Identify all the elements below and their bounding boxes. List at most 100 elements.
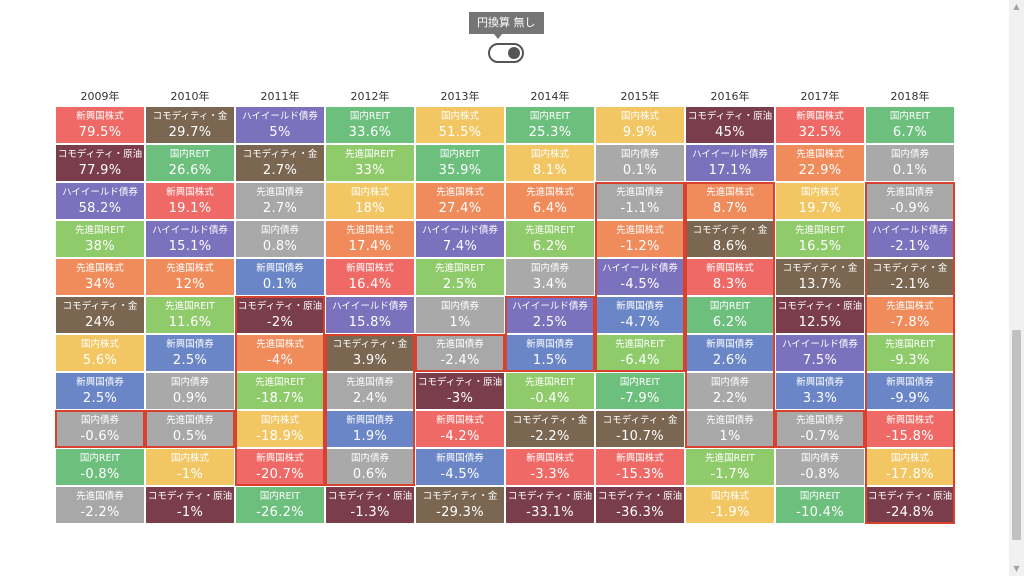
return-value: 8.1% <box>532 163 568 178</box>
asset-name: 新興国債券 <box>526 339 574 350</box>
return-value: -29.3% <box>436 505 484 520</box>
asset-name: 国内REIT <box>889 111 931 122</box>
return-cell: コモディティ・原油 -36.3% <box>596 487 684 523</box>
return-cell: ハイイールド債券 15.8% <box>326 297 414 333</box>
asset-name: 国内株式 <box>350 187 389 198</box>
asset-name: 国内債券 <box>620 149 659 160</box>
asset-name: 先進国債券 <box>436 339 484 350</box>
asset-name: コモディティ・金 <box>692 225 768 236</box>
return-cell: 先進国株式 -1.2% <box>596 221 684 257</box>
year-header: 2013年 <box>440 90 480 103</box>
return-value: -1.7% <box>710 467 750 482</box>
return-cell: 先進国REIT 38% <box>56 221 144 257</box>
asset-name: 先進国債券 <box>796 415 844 426</box>
return-cell: 国内債券 3.4% <box>506 259 594 295</box>
scroll-down-icon[interactable]: ▼ <box>1013 564 1020 573</box>
return-cell: 新興国債券 -9.9% <box>866 373 954 409</box>
return-value: 12% <box>175 277 205 292</box>
return-value: 16.5% <box>798 239 842 254</box>
asset-name: 先進国株式 <box>436 187 484 198</box>
asset-name: 国内株式 <box>710 491 749 502</box>
return-value: -2.2% <box>530 429 570 444</box>
asset-name: ハイイールド債券 <box>332 301 408 312</box>
return-cell: 国内株式 18% <box>326 183 414 219</box>
return-value: -33.1% <box>526 505 574 520</box>
return-cell: 国内REIT 6.7% <box>866 107 954 143</box>
return-value: 24% <box>85 315 115 330</box>
asset-name: 国内REIT <box>529 111 571 122</box>
return-value: 11.6% <box>168 315 212 330</box>
return-value: 3.4% <box>532 277 568 292</box>
return-cell: コモディティ・原油 -3% <box>416 373 504 409</box>
asset-name: 新興国株式 <box>76 111 124 122</box>
scroll-up-icon[interactable]: ▲ <box>1013 2 1020 11</box>
return-value: 19.1% <box>168 201 212 216</box>
return-value: 0.1% <box>892 163 928 178</box>
return-value: 9.9% <box>622 125 658 140</box>
asset-name: コモディティ・原油 <box>687 111 773 122</box>
toggle-label: 円換算 無し <box>477 16 536 29</box>
asset-name: 国内REIT <box>259 491 301 502</box>
return-cell: 国内REIT 26.6% <box>146 145 234 181</box>
return-cell: コモディティ・原油 -24.8% <box>866 487 954 523</box>
asset-name: 国内REIT <box>799 491 841 502</box>
scroll-thumb[interactable] <box>1012 330 1021 540</box>
asset-name: 先進国株式 <box>886 301 934 312</box>
asset-name: 新興国株式 <box>526 453 574 464</box>
asset-name: ハイイールド債券 <box>692 149 768 160</box>
return-value: -2.4% <box>440 353 480 368</box>
return-value: -10.4% <box>796 505 844 520</box>
return-cell: ハイイールド債券 2.5% <box>506 297 594 333</box>
return-value: 1.5% <box>532 353 568 368</box>
return-value: -2.2% <box>80 505 120 520</box>
return-cell: コモディティ・金 -2.2% <box>506 411 594 447</box>
return-cell: 国内REIT 6.2% <box>686 297 774 333</box>
return-value: -2% <box>266 315 294 330</box>
return-value: 34% <box>85 277 115 292</box>
asset-name: 国内株式 <box>260 415 299 426</box>
return-cell: 新興国株式 16.4% <box>326 259 414 295</box>
return-value: -2.1% <box>890 277 930 292</box>
return-cell: コモディティ・原油 -2% <box>236 297 324 333</box>
return-value: -18.9% <box>256 429 304 444</box>
return-value: -1% <box>176 505 204 520</box>
asset-name: 先進国株式 <box>706 187 754 198</box>
asset-name: 国内株式 <box>800 187 839 198</box>
asset-name: 国内REIT <box>169 149 211 160</box>
return-cell: コモディティ・原油 -1% <box>146 487 234 523</box>
return-cell: 先進国債券 -2.4% <box>416 335 504 371</box>
return-cell: 先進国債券 -2.2% <box>56 487 144 523</box>
return-value: 6.2% <box>532 239 568 254</box>
yen-conversion-toggle[interactable] <box>488 43 524 63</box>
return-cell: 新興国債券 2.5% <box>56 373 144 409</box>
return-cell: コモディティ・金 3.9% <box>326 335 414 371</box>
return-cell: コモディティ・金 29.7% <box>146 107 234 143</box>
return-value: -36.3% <box>616 505 664 520</box>
return-cell: 国内REIT -10.4% <box>776 487 864 523</box>
return-value: 5.6% <box>82 353 118 368</box>
asset-name: コモディティ・原油 <box>867 491 953 502</box>
return-cell: コモディティ・金 -2.1% <box>866 259 954 295</box>
return-cell: 先進国株式 6.4% <box>506 183 594 219</box>
return-value: 25.3% <box>528 125 572 140</box>
vertical-scrollbar[interactable]: ▲ ▼ <box>1009 0 1024 576</box>
return-cell: 新興国債券 3.3% <box>776 373 864 409</box>
return-cell: 新興国株式 19.1% <box>146 183 234 219</box>
asset-name: 先進国REIT <box>525 225 575 236</box>
return-value: 0.8% <box>262 239 298 254</box>
return-value: 79.5% <box>78 125 122 140</box>
asset-name: ハイイールド債券 <box>422 225 498 236</box>
asset-name: 先進国REIT <box>345 149 395 160</box>
return-cell: 国内REIT 35.9% <box>416 145 504 181</box>
return-value: 15.8% <box>348 315 392 330</box>
asset-name: コモディティ・金 <box>422 491 498 502</box>
return-cell: 国内REIT 25.3% <box>506 107 594 143</box>
asset-name: コモディティ・原油 <box>777 301 863 312</box>
return-value: -1.2% <box>620 239 660 254</box>
return-cell: 新興国株式 8.3% <box>686 259 774 295</box>
asset-name: 国内債券 <box>80 415 119 426</box>
return-value: 7.4% <box>442 239 478 254</box>
return-value: 2.7% <box>262 201 298 216</box>
asset-name: 新興国債券 <box>886 377 934 388</box>
return-cell: 国内債券 0.9% <box>146 373 234 409</box>
